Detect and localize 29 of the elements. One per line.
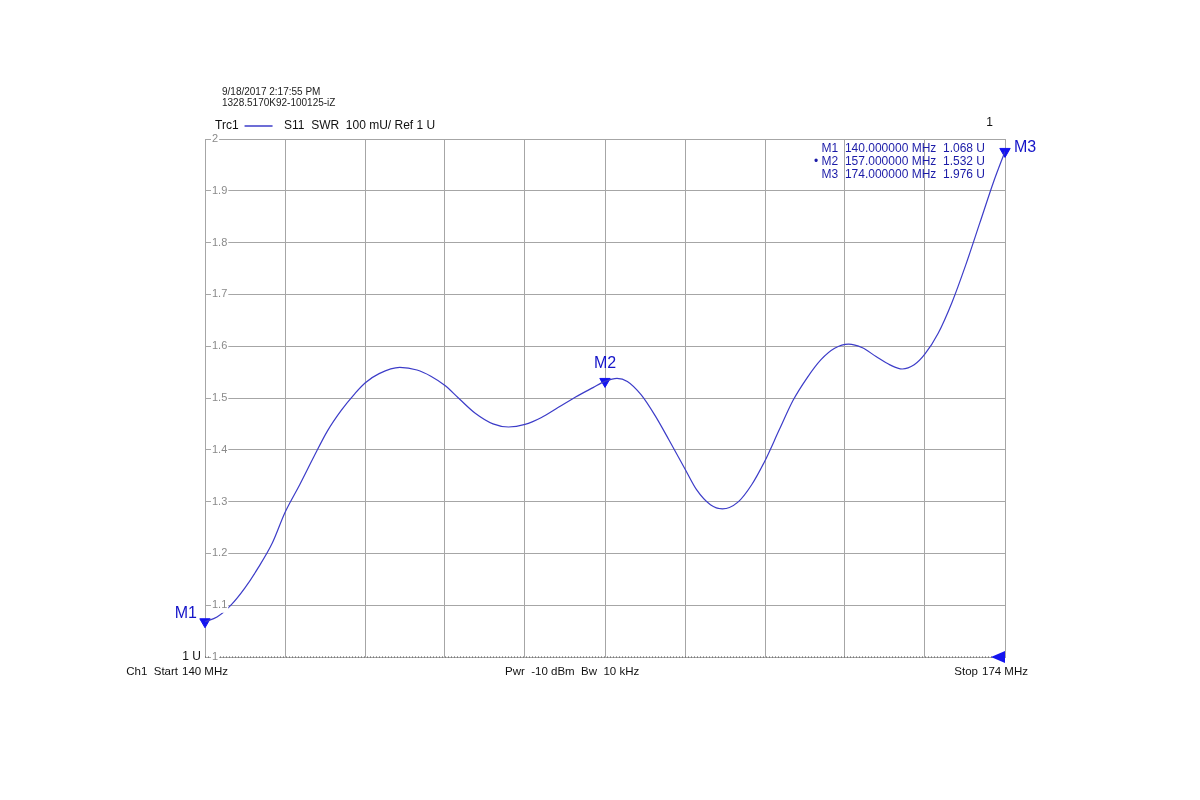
annotation: M1 140.000000 MHz 1.068 U [821,141,985,156]
y-tick-label: 1.1 [212,598,228,611]
y-tick-label: 1.4 [212,442,228,455]
y-tick-label: 1.6 [212,339,228,352]
text: Stop [954,665,978,678]
annotation: • M2 157.000000 MHz 1.532 U [814,154,985,169]
y-tick-label: 1.7 [212,287,228,300]
x-tick-label: 140 MHz [181,665,229,678]
text: Pwr -10 dBm Bw 10 kHz [505,665,640,678]
ref-line-label: 1 U [182,649,201,664]
point [999,147,1011,158]
annotation: M1 [174,604,198,622]
annotation: M2 [593,353,617,371]
y-tick-label: 1.8 [212,235,228,248]
legend-label: Trc1 [215,118,239,133]
y-tick-label: 1.5 [212,391,228,404]
text: 1 [986,115,994,130]
text: 1328.5170K92-100125-iZ [222,96,336,108]
text: S11 SWR 100 mU/ Ref 1 U [284,118,436,133]
x-tick-label: 174 MHz [981,665,1029,678]
y-tick-label: 1.2 [212,546,228,559]
y-tick-label: 1.9 [212,183,228,196]
annotation: M3 174.000000 MHz 1.976 U [821,167,985,182]
y-tick-label: 1 [212,650,219,663]
y-tick-label: 2 [212,132,219,145]
y-tick-label: 1.3 [212,494,228,507]
annotation: M3 [1014,137,1037,155]
text: Ch1 Start [126,665,179,678]
text: 9/18/2017 2:17:55 PM [222,85,321,97]
